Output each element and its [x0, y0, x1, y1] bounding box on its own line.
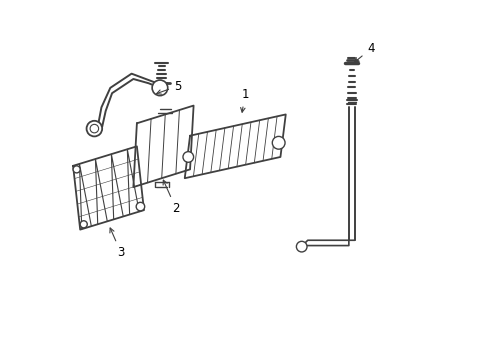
Circle shape [80, 221, 87, 228]
Text: 5: 5 [157, 80, 181, 94]
Circle shape [90, 124, 98, 133]
Text: 3: 3 [110, 228, 124, 259]
Text: 1: 1 [241, 89, 249, 112]
Circle shape [73, 166, 80, 173]
Circle shape [87, 121, 102, 136]
Circle shape [136, 202, 145, 211]
Circle shape [152, 80, 168, 96]
Text: 2: 2 [163, 180, 180, 215]
Circle shape [296, 241, 307, 252]
Circle shape [272, 136, 285, 149]
Circle shape [183, 152, 194, 162]
Text: 4: 4 [354, 42, 374, 62]
